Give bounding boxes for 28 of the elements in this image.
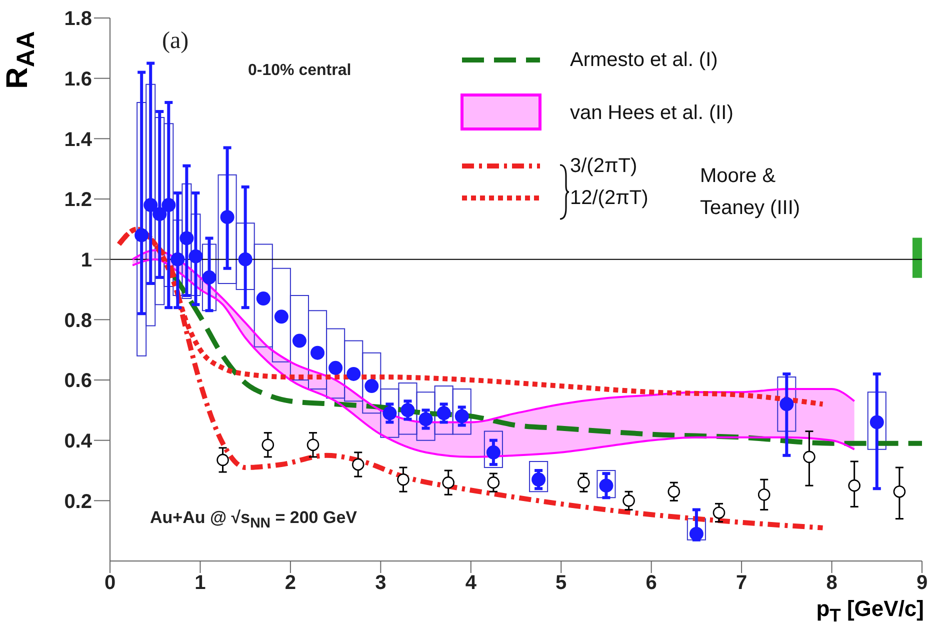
x-tick-label: 5 [556, 572, 567, 594]
annotation: Au+Au @ √s$_{NN}$ = 200 GeV [150, 508, 357, 532]
legend-label: Armesto et al. (I) [570, 48, 718, 72]
x-tick-label: 3 [375, 572, 386, 594]
y-tick-label: 1.2 [64, 189, 92, 212]
x-tick-label: 0 [104, 572, 116, 594]
y-tick-label: 0.8 [64, 310, 92, 332]
x-tick-label: 8 [826, 572, 838, 594]
annotation: 0-10% central [248, 62, 352, 80]
x-tick-label: 2 [284, 572, 296, 594]
x-axis-title: p$_{T}$ [GeV/c] [816, 596, 924, 626]
x-tick-label: 1 [194, 572, 206, 594]
x-tick-label: 6 [646, 572, 657, 594]
y-tick-label: 0.2 [64, 490, 92, 513]
y-tick-label: 0.4 [64, 430, 93, 452]
x-tick-label: 7 [736, 572, 748, 594]
y-tick-label: 1 [80, 249, 92, 272]
y-tick-label: 0.6 [64, 370, 92, 392]
y-tick-label: 1.6 [64, 68, 92, 90]
annotation: (a) [162, 28, 189, 55]
legend-label: 3/(2πT) [570, 154, 638, 178]
x-tick-label: 4 [465, 572, 478, 594]
legend-label: van Hees et al. (II) [570, 102, 734, 124]
annotation: Moore & Teaney (III) [700, 160, 830, 224]
y-tick-label: 1.4 [64, 128, 93, 151]
x-tick-label: 9 [916, 572, 928, 594]
legend-label: 12/(2πT) [570, 186, 648, 210]
y-tick-label: 1.8 [64, 8, 92, 30]
